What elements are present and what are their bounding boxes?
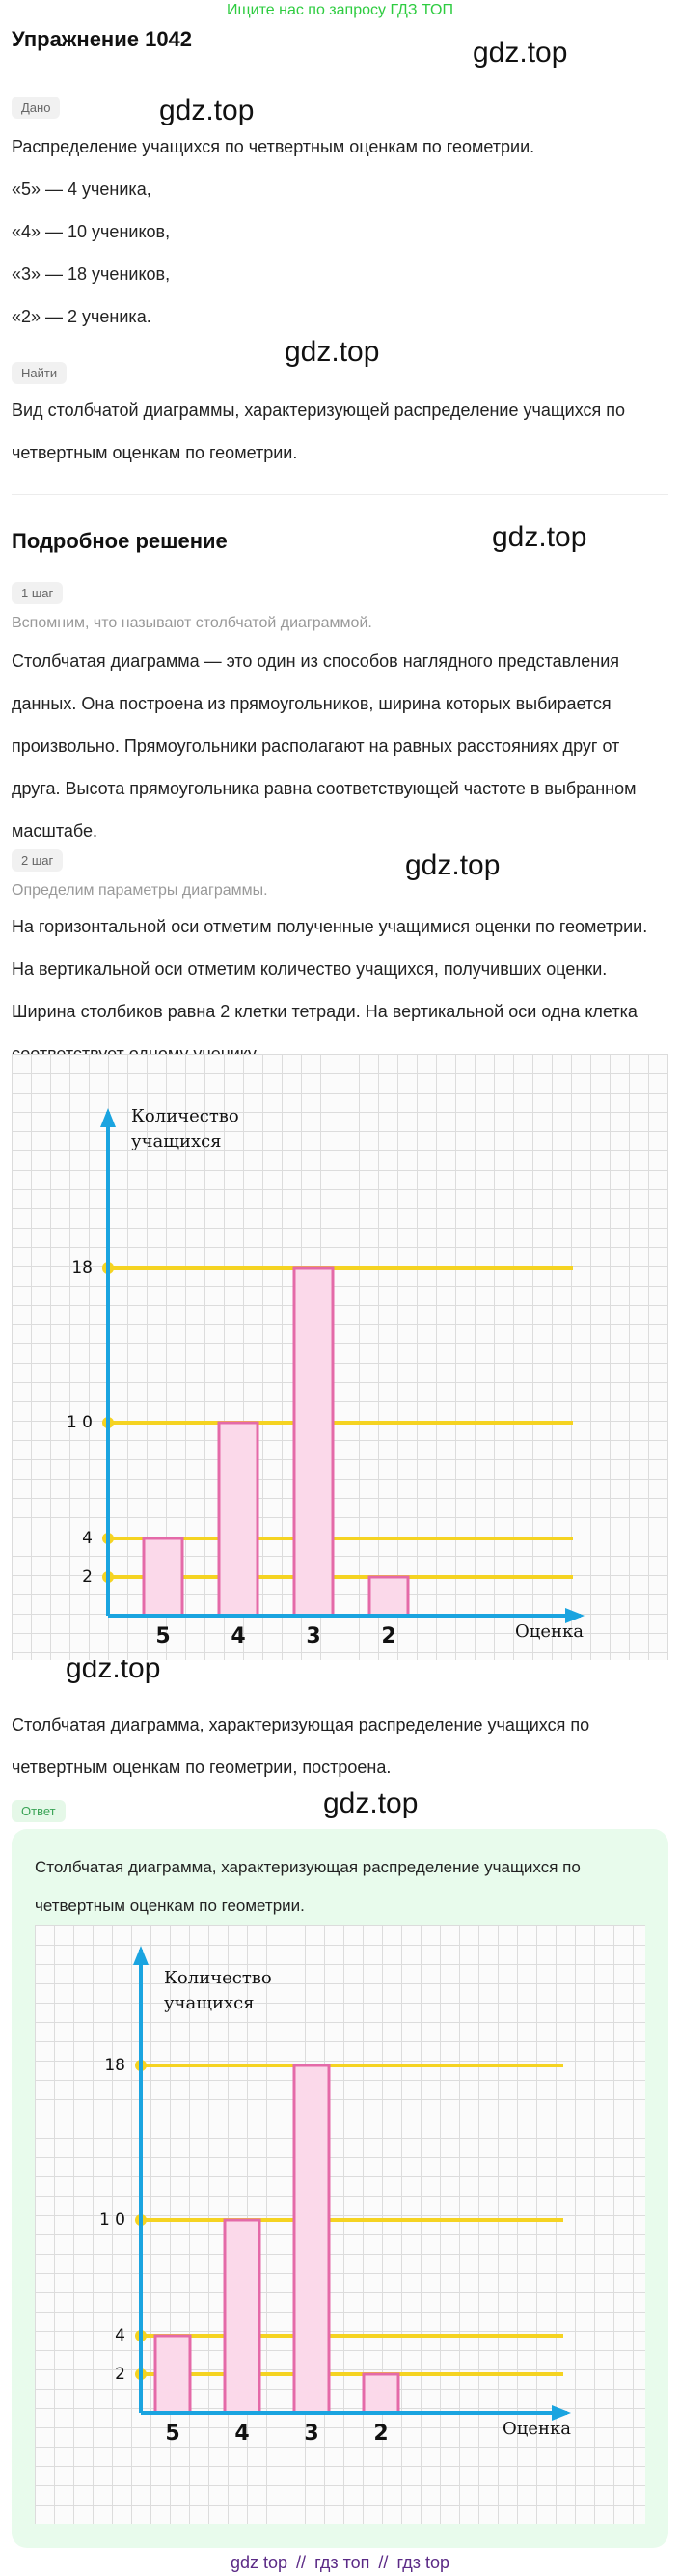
find-line: четвертным оценкам по геометрии. bbox=[12, 443, 298, 462]
answer-bar-chart: 2 4 1 0 18 5 4 3 2 Количество учащихся Оценка bbox=[35, 1925, 645, 2524]
y-tick-label: 18 bbox=[104, 2056, 125, 2075]
given-line: «3» — 18 учеников, bbox=[12, 264, 171, 284]
given-intro: Распределение учащихся по четвертным оце… bbox=[12, 137, 535, 156]
find-line: Вид столбчатой диаграммы, характеризующе… bbox=[12, 401, 626, 420]
bar bbox=[217, 1421, 259, 1618]
answer-badge: Ответ bbox=[12, 1800, 66, 1822]
y-axis-label: Количество bbox=[131, 1106, 239, 1126]
solution-title: Подробное решение bbox=[12, 529, 228, 553]
given-line: «4» — 10 учеников, bbox=[12, 222, 171, 241]
footer-separator: // bbox=[378, 2553, 389, 2572]
footer-link[interactable]: гдз топ bbox=[314, 2553, 370, 2572]
given-text: Распределение учащихся по четвертным оце… bbox=[12, 125, 534, 338]
x-tick-label: 5 bbox=[155, 1624, 170, 1648]
x-tick-label: 2 bbox=[373, 2422, 388, 2446]
given-line: «2» — 2 ученика. bbox=[12, 307, 151, 326]
bar bbox=[362, 2372, 400, 2415]
step1-badge: 1 шаг bbox=[12, 582, 64, 604]
bar-chart: 2 4 1 0 18 5 4 3 2 Количество учащихся Оценка bbox=[12, 1054, 668, 1660]
bar bbox=[292, 2064, 331, 2415]
y-axis-label: Количество bbox=[164, 1968, 272, 1988]
step1-hint: Вспомним, что называют столбчатой диагра… bbox=[12, 615, 372, 631]
y-tick-label: 1 0 bbox=[67, 1413, 93, 1432]
top-banner[interactable]: Ищите нас по запросу ГДЗ ТОП bbox=[227, 2, 453, 18]
watermark: gdz.top bbox=[159, 95, 255, 126]
x-tick-label: 4 bbox=[231, 1624, 245, 1648]
given-line: «5» — 4 ученика, bbox=[12, 180, 151, 199]
x-tick-label: 4 bbox=[234, 2422, 249, 2446]
watermark: gdz.top bbox=[405, 849, 501, 881]
bar bbox=[367, 1575, 410, 1618]
x-axis-arrow bbox=[552, 2405, 571, 2421]
step1-line: Столбчатая диаграмма — это один из спосо… bbox=[12, 651, 620, 671]
footer-links: gdz top // гдз топ // гдз top bbox=[0, 2553, 680, 2573]
answer-line: четвертным оценкам по геометрии. bbox=[35, 1897, 305, 1915]
conclusion-line: Столбчатая диаграмма, характеризующая ра… bbox=[12, 1715, 590, 1734]
given-badge: Дано bbox=[12, 97, 61, 119]
step2-text: На горизонтальной оси отметим полученные… bbox=[12, 905, 647, 1075]
y-tick-label: 2 bbox=[82, 1567, 93, 1587]
y-tick-label: 4 bbox=[115, 2326, 125, 2345]
step1-line: масштабе. bbox=[12, 821, 97, 841]
watermark: gdz.top bbox=[473, 37, 568, 69]
y-tick-label: 4 bbox=[82, 1529, 93, 1548]
watermark: gdz.top bbox=[492, 521, 587, 553]
step1-line: данных. Она построена из прямоугольников… bbox=[12, 694, 612, 713]
footer-link[interactable]: гдз top bbox=[396, 2553, 449, 2572]
step1-line: друга. Высота прямоугольника равна соотв… bbox=[12, 779, 637, 798]
x-axis-label: Оценка bbox=[503, 2419, 571, 2439]
chart-svg: 2 4 1 0 18 5 4 3 2 Количество учащихся Оценка bbox=[67, 1106, 585, 1648]
find-badge: Найти bbox=[12, 362, 68, 384]
step1-line: произвольно. Прямоугольники располагают … bbox=[12, 736, 620, 756]
watermark: gdz.top bbox=[285, 336, 380, 368]
y-tick-label: 1 0 bbox=[99, 2210, 125, 2230]
step2-badge: 2 шаг bbox=[12, 849, 64, 872]
y-axis-arrow bbox=[100, 1108, 116, 1127]
watermark: gdz.top bbox=[323, 1787, 419, 1819]
y-axis-label: учащихся bbox=[164, 1993, 255, 2013]
x-axis-label: Оценка bbox=[515, 1621, 584, 1642]
footer-link[interactable]: gdz top bbox=[230, 2553, 288, 2572]
chart-svg: 2 4 1 0 18 5 4 3 2 Количество учащихся Оценка bbox=[99, 1946, 571, 2446]
bar bbox=[223, 2218, 261, 2415]
divider bbox=[12, 494, 668, 495]
step2-hint: Определим параметры диаграммы. bbox=[12, 882, 268, 899]
bar bbox=[153, 2334, 192, 2415]
answer-text: Столбчатая диаграмма, характеризующая ра… bbox=[35, 1848, 581, 1925]
bar bbox=[142, 1537, 184, 1618]
conclusion-line: четвертным оценкам по геометрии, построе… bbox=[12, 1758, 392, 1777]
x-tick-label: 3 bbox=[304, 2422, 318, 2446]
conclusion-text: Столбчатая диаграмма, характеризующая ра… bbox=[12, 1703, 589, 1788]
footer-separator: // bbox=[296, 2553, 307, 2572]
y-axis-label: учащихся bbox=[131, 1131, 222, 1151]
exercise-title: Упражнение 1042 bbox=[12, 27, 193, 51]
step1-text: Столбчатая диаграмма — это один из спосо… bbox=[12, 640, 637, 852]
y-axis-arrow bbox=[133, 1946, 149, 1965]
y-tick-label: 2 bbox=[115, 2365, 125, 2384]
answer-line: Столбчатая диаграмма, характеризующая ра… bbox=[35, 1858, 581, 1876]
x-tick-label: 3 bbox=[306, 1624, 320, 1648]
step2-line: Ширина столбиков равна 2 клетки тетради.… bbox=[12, 1002, 638, 1021]
step2-line: На горизонтальной оси отметим полученные… bbox=[12, 917, 648, 936]
find-text: Вид столбчатой диаграммы, характеризующе… bbox=[12, 389, 625, 474]
step2-line: На вертикальной оси отметим количество у… bbox=[12, 959, 608, 979]
x-axis-arrow bbox=[565, 1608, 585, 1623]
bar bbox=[292, 1266, 335, 1618]
x-tick-label: 5 bbox=[165, 2422, 179, 2446]
x-tick-label: 2 bbox=[381, 1624, 395, 1648]
y-tick-label: 18 bbox=[71, 1259, 93, 1278]
